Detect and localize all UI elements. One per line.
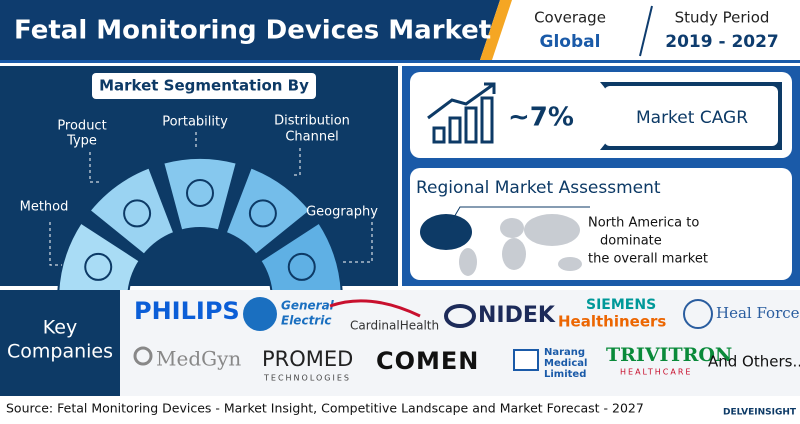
segment-arc [162, 157, 238, 232]
company: HEALTHCARE [620, 368, 692, 377]
growth-icon [427, 82, 496, 144]
period-value: 2019 - 2027 [665, 32, 779, 52]
source-note: Source: Fetal Monitoring Devices - Marke… [6, 401, 644, 416]
company: And Others... [708, 353, 800, 371]
company: Electric [281, 314, 331, 328]
segment-label: Method [20, 200, 69, 215]
segment-label: Portability [162, 115, 228, 130]
cagr-value: ~7% [508, 103, 574, 133]
segment-label: Channel [285, 130, 338, 145]
cagr-label-inner [604, 86, 778, 146]
company: Narang [544, 347, 585, 358]
accent-stripe [480, 0, 512, 60]
company-logos: PHILIPS General Electric CardinalHealth … [133, 297, 800, 383]
companies-title: Key [43, 317, 77, 339]
segment-label: Geography [306, 205, 378, 220]
company: PHILIPS [134, 297, 240, 325]
company: Healthineers [558, 313, 666, 331]
segment-icon [84, 252, 113, 281]
healforce-mark [683, 299, 713, 329]
regional-line: North America to [588, 216, 699, 231]
segment-arc [57, 221, 141, 298]
segmentation-title: Market Segmentation By [99, 77, 309, 95]
regional-line: dominate [600, 234, 662, 249]
company: TECHNOLOGIES [263, 374, 351, 383]
segment-icon [186, 179, 214, 207]
segment-icon [123, 199, 152, 228]
cagr-label: Market CAGR [636, 108, 748, 128]
company: CardinalHealth [350, 319, 439, 333]
company: MedGyn [156, 347, 241, 371]
segment-arc [88, 166, 176, 257]
regional-text: North America to dominate the overall ma… [588, 216, 708, 267]
cardinal-swoosh [329, 299, 421, 318]
company: PROMED [262, 347, 353, 371]
header-rule [0, 60, 800, 63]
nidek-mark [444, 304, 476, 328]
company: NIDEK [478, 303, 556, 328]
regional-line: the overall market [588, 252, 708, 267]
segment-arc [224, 166, 312, 257]
segmentation-title-box [92, 73, 316, 99]
companies-label-box [0, 290, 120, 396]
segment-label: Product [57, 119, 106, 134]
segment-label: Type [66, 134, 97, 149]
segment-fan [57, 157, 343, 298]
callout-line [449, 206, 590, 225]
ge-mark [243, 297, 277, 331]
company: General [281, 299, 335, 313]
company: TRIVITRON [606, 344, 732, 366]
segment-labels: Method Product Type Portability Distribu… [20, 114, 379, 220]
company: Limited [544, 369, 586, 380]
world-map [420, 214, 582, 276]
narang-mark [513, 349, 539, 371]
brand: DELVEINSIGHT [723, 408, 797, 418]
company: COMEN [376, 347, 479, 375]
company: Heal Force [716, 304, 800, 322]
segment-label: Distribution [274, 114, 350, 129]
segment-icon [248, 199, 277, 228]
company: Medical [544, 358, 587, 369]
header-divider [639, 5, 653, 57]
segment-icon [287, 252, 316, 281]
coverage-label: Coverage [534, 9, 606, 27]
title-band [0, 0, 500, 60]
coverage-value: Global [540, 32, 601, 52]
leader-lines [49, 132, 373, 266]
medgyn-mark [133, 346, 153, 366]
regional-title: Regional Market Assessment [416, 178, 661, 198]
companies-title: Companies [7, 341, 113, 363]
page-title: Fetal Monitoring Devices Market [14, 16, 491, 46]
company: SIEMENS [586, 297, 656, 313]
period-label: Study Period [675, 9, 770, 27]
